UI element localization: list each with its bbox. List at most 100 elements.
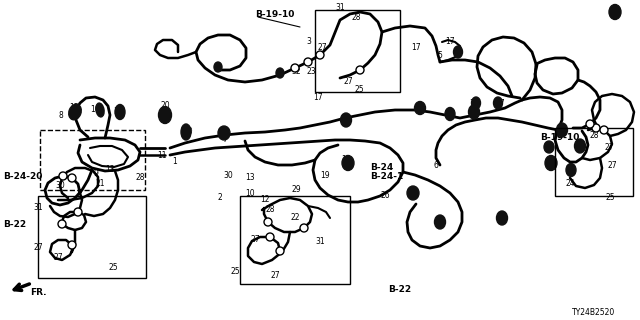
Ellipse shape: [545, 156, 557, 171]
Text: B-19-10: B-19-10: [255, 10, 294, 19]
Bar: [555, 128, 633, 196]
Text: 11: 11: [157, 150, 167, 159]
Text: 26: 26: [380, 190, 390, 199]
Text: 17: 17: [546, 161, 556, 170]
Text: 17: 17: [469, 99, 479, 108]
Text: 17: 17: [411, 43, 421, 52]
Ellipse shape: [445, 108, 455, 121]
Circle shape: [600, 126, 608, 134]
Ellipse shape: [415, 101, 426, 115]
Circle shape: [586, 120, 594, 128]
Text: 20: 20: [160, 100, 170, 109]
Text: 28: 28: [351, 13, 361, 22]
Text: 14: 14: [435, 218, 445, 227]
Ellipse shape: [159, 107, 172, 124]
Text: 25: 25: [605, 194, 615, 203]
Text: 28: 28: [135, 172, 145, 181]
Text: 27: 27: [607, 161, 617, 170]
Ellipse shape: [544, 141, 554, 153]
Circle shape: [58, 220, 66, 228]
Ellipse shape: [575, 139, 586, 153]
Text: B-24-1: B-24-1: [370, 172, 403, 181]
Text: B-24: B-24: [370, 163, 393, 172]
Circle shape: [316, 51, 324, 59]
Circle shape: [68, 241, 76, 249]
Circle shape: [356, 66, 364, 74]
Bar: [315, 10, 400, 92]
Text: 24: 24: [565, 179, 575, 188]
Text: 19: 19: [320, 171, 330, 180]
Ellipse shape: [609, 4, 621, 20]
Text: 17: 17: [313, 92, 323, 101]
Circle shape: [276, 247, 284, 255]
Text: 29: 29: [291, 186, 301, 195]
Text: TY24B2520: TY24B2520: [572, 308, 615, 317]
Bar: [38, 196, 146, 278]
Text: 4: 4: [559, 125, 564, 134]
Text: 22: 22: [291, 213, 300, 222]
Circle shape: [300, 224, 308, 232]
Text: 23: 23: [306, 68, 316, 76]
Text: 27: 27: [33, 243, 43, 252]
Text: 7: 7: [223, 135, 227, 145]
Text: 14: 14: [341, 156, 351, 164]
Text: 17: 17: [445, 37, 455, 46]
Text: 1: 1: [173, 157, 177, 166]
Ellipse shape: [218, 126, 230, 140]
Text: 27: 27: [604, 143, 614, 153]
Ellipse shape: [435, 215, 445, 229]
Text: 31: 31: [315, 237, 325, 246]
Text: 25: 25: [230, 268, 240, 276]
Text: 13: 13: [105, 165, 115, 174]
Text: 25: 25: [108, 262, 118, 271]
Ellipse shape: [557, 123, 568, 137]
Ellipse shape: [493, 97, 502, 109]
Text: 31: 31: [335, 4, 345, 12]
Ellipse shape: [468, 105, 479, 119]
Circle shape: [592, 124, 600, 132]
Text: 17: 17: [495, 99, 505, 108]
Text: 17: 17: [497, 213, 507, 222]
Text: 27: 27: [317, 44, 327, 52]
Circle shape: [266, 233, 274, 241]
Circle shape: [291, 64, 299, 72]
Text: 27: 27: [53, 252, 63, 261]
Text: FR.: FR.: [30, 288, 47, 297]
Text: 20: 20: [183, 127, 193, 137]
Text: 18: 18: [113, 108, 123, 116]
Bar: [240, 196, 350, 284]
Ellipse shape: [472, 97, 481, 109]
Ellipse shape: [181, 124, 191, 140]
Circle shape: [74, 208, 82, 216]
Text: 27: 27: [343, 77, 353, 86]
Text: 16: 16: [90, 106, 100, 115]
Text: B-22: B-22: [3, 220, 26, 229]
Text: 6: 6: [433, 161, 438, 170]
Text: 27: 27: [250, 236, 260, 244]
Text: 3: 3: [307, 37, 312, 46]
Text: 2: 2: [218, 193, 222, 202]
Text: 28: 28: [589, 131, 599, 140]
Ellipse shape: [115, 105, 125, 119]
Text: 25: 25: [354, 85, 364, 94]
Bar: [40, 130, 145, 190]
Ellipse shape: [340, 113, 351, 127]
Ellipse shape: [566, 164, 576, 177]
Text: 28: 28: [265, 205, 275, 214]
Text: 17: 17: [610, 7, 620, 17]
Text: 21: 21: [95, 179, 105, 188]
Ellipse shape: [497, 211, 508, 225]
Text: 5: 5: [438, 52, 442, 60]
Ellipse shape: [276, 68, 284, 78]
Circle shape: [68, 174, 76, 182]
Circle shape: [59, 172, 67, 180]
Text: B-19-10: B-19-10: [540, 133, 579, 142]
Ellipse shape: [407, 186, 419, 200]
Text: B-24-20: B-24-20: [3, 172, 42, 181]
Circle shape: [264, 218, 272, 226]
Text: 13: 13: [245, 172, 255, 181]
Text: 32: 32: [291, 68, 301, 76]
Ellipse shape: [68, 104, 81, 120]
Text: 15: 15: [69, 103, 79, 113]
Text: 12: 12: [260, 196, 269, 204]
